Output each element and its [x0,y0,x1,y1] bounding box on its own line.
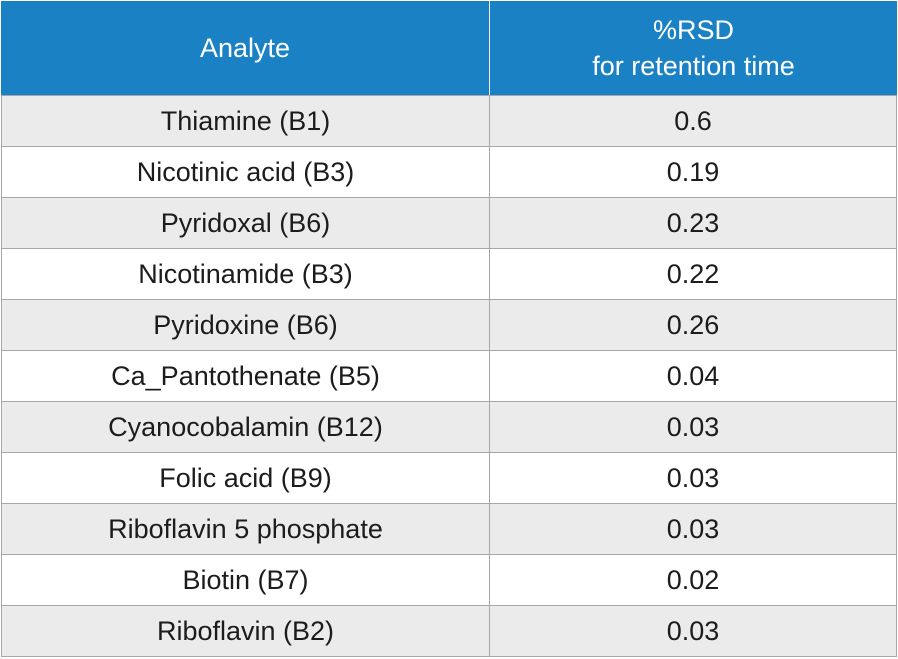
analyte-cell: Pyridoxine (B6) [2,300,490,350]
analyte-cell: Pyridoxal (B6) [2,198,490,248]
rsd-cell: 0.04 [666,360,720,391]
table-row: Riboflavin (B2) 0.03 [2,605,896,656]
table-row: Thiamine (B1) 0.6 [2,95,896,146]
table-row: Ca_Pantothenate (B5) 0.04 [2,350,896,401]
table-row: Nicotinic acid (B3) 0.19 [2,146,896,197]
table-row: Pyridoxine (B6) 0.26 [2,299,896,350]
table-row: Biotin (B7) 0.02 [2,554,896,605]
analyte-cell: Folic acid (B9) [2,453,490,503]
rsd-cell: 0.26 [666,309,720,340]
analyte-cell: Nicotinic acid (B3) [2,147,490,197]
table-row: Folic acid (B9) 0.03 [2,452,896,503]
rsd-cell: 0.03 [666,462,720,493]
table-row: Cyanocobalamin (B12) 0.03 [2,401,896,452]
analyte-cell: Riboflavin 5 phosphate [2,504,490,554]
analyte-cell: Ca_Pantothenate (B5) [2,351,490,401]
table-row: Nicotinamide (B3) 0.22 [2,248,896,299]
analyte-cell: Biotin (B7) [2,555,490,605]
rsd-cell: 0.6 [674,105,712,136]
analyte-cell: Thiamine (B1) [2,96,490,146]
header-rsd: %RSD for retention time [490,1,897,95]
table-header: Analyte %RSD for retention time [1,1,897,95]
analyte-cell: Riboflavin (B2) [2,606,490,656]
analyte-cell: Cyanocobalamin (B12) [2,402,490,452]
table-body: Thiamine (B1) 0.6 Nicotinic acid (B3) 0.… [1,95,897,657]
table-row: Pyridoxal (B6) 0.23 [2,197,896,248]
rsd-cell: 0.23 [666,207,720,238]
rsd-cell: 0.19 [666,156,720,187]
rsd-cell: 0.03 [666,615,720,646]
rsd-cell: 0.03 [666,411,720,442]
header-rsd-line1: %RSD [652,15,734,45]
analyte-cell: Nicotinamide (B3) [2,249,490,299]
rsd-cell: 0.03 [666,513,720,544]
header-rsd-line2: for retention time [592,51,795,81]
rsd-cell: 0.02 [666,564,720,595]
table-row: Riboflavin 5 phosphate 0.03 [2,503,896,554]
rsd-cell: 0.22 [666,258,720,289]
header-analyte: Analyte [1,1,490,95]
